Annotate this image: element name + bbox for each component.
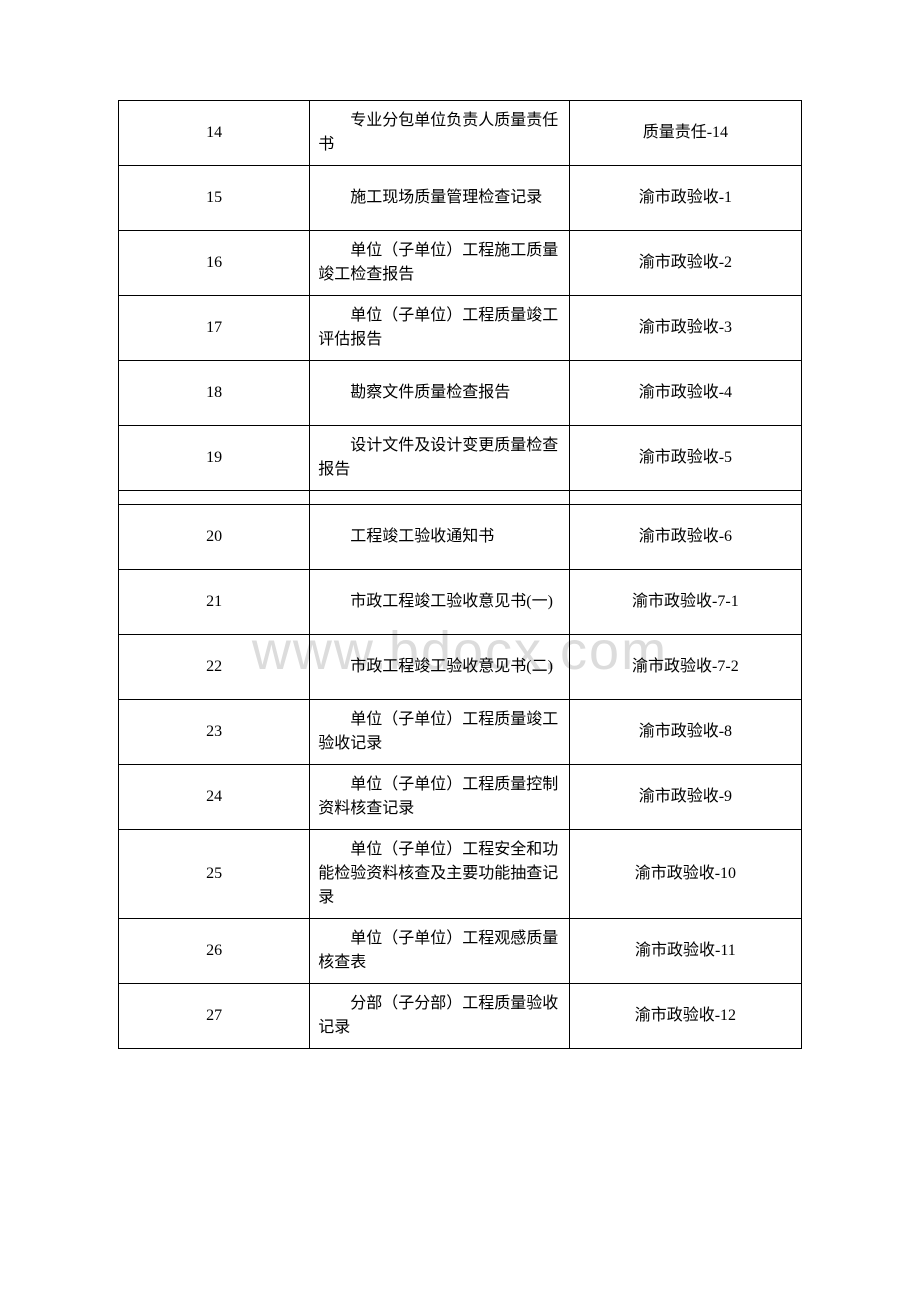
page-content: 14专业分包单位负责人质量责任书质量责任-1415施工现场质量管理检查记录渝市政… xyxy=(118,100,802,1049)
table-row: 23单位（子单位）工程质量竣工验收记录渝市政验收-8 xyxy=(119,700,802,765)
row-code: 渝市政验收-10 xyxy=(569,830,801,919)
table-row: 18勘察文件质量检查报告渝市政验收-4 xyxy=(119,361,802,426)
spacer-row xyxy=(119,491,802,505)
row-description: 单位（子单位）工程质量竣工评估报告 xyxy=(310,296,570,361)
spacer-cell xyxy=(310,491,570,505)
row-code: 渝市政验收-7-2 xyxy=(569,635,801,700)
row-description: 单位（子单位）工程安全和功能检验资料核查及主要功能抽查记录 xyxy=(310,830,570,919)
row-code: 质量责任-14 xyxy=(569,101,801,166)
spacer-cell xyxy=(569,491,801,505)
row-number: 22 xyxy=(119,635,310,700)
table-row: 14专业分包单位负责人质量责任书质量责任-14 xyxy=(119,101,802,166)
row-number: 14 xyxy=(119,101,310,166)
table-row: 21市政工程竣工验收意见书(一)渝市政验收-7-1 xyxy=(119,570,802,635)
table-row: 26单位（子单位）工程观感质量核查表渝市政验收-11 xyxy=(119,919,802,984)
row-description: 单位（子单位）工程质量竣工验收记录 xyxy=(310,700,570,765)
table-row: 16单位（子单位）工程施工质量竣工检查报告渝市政验收-2 xyxy=(119,231,802,296)
document-table: 14专业分包单位负责人质量责任书质量责任-1415施工现场质量管理检查记录渝市政… xyxy=(118,100,802,1049)
row-number: 24 xyxy=(119,765,310,830)
row-number: 20 xyxy=(119,505,310,570)
row-description: 单位（子单位）工程观感质量核查表 xyxy=(310,919,570,984)
row-number: 27 xyxy=(119,984,310,1049)
table-row: 27分部（子分部）工程质量验收记录渝市政验收-12 xyxy=(119,984,802,1049)
row-code: 渝市政验收-2 xyxy=(569,231,801,296)
table-row: 17单位（子单位）工程质量竣工评估报告渝市政验收-3 xyxy=(119,296,802,361)
row-code: 渝市政验收-8 xyxy=(569,700,801,765)
row-code: 渝市政验收-11 xyxy=(569,919,801,984)
row-number: 15 xyxy=(119,166,310,231)
table-row: 20工程竣工验收通知书渝市政验收-6 xyxy=(119,505,802,570)
row-description: 市政工程竣工验收意见书(二) xyxy=(310,635,570,700)
row-description: 市政工程竣工验收意见书(一) xyxy=(310,570,570,635)
row-number: 26 xyxy=(119,919,310,984)
row-number: 16 xyxy=(119,231,310,296)
row-code: 渝市政验收-4 xyxy=(569,361,801,426)
row-description: 设计文件及设计变更质量检查报告 xyxy=(310,426,570,491)
row-number: 17 xyxy=(119,296,310,361)
row-description: 工程竣工验收通知书 xyxy=(310,505,570,570)
row-number: 23 xyxy=(119,700,310,765)
row-code: 渝市政验收-6 xyxy=(569,505,801,570)
spacer-cell xyxy=(119,491,310,505)
row-code: 渝市政验收-9 xyxy=(569,765,801,830)
table-row: 25单位（子单位）工程安全和功能检验资料核查及主要功能抽查记录渝市政验收-10 xyxy=(119,830,802,919)
row-description: 专业分包单位负责人质量责任书 xyxy=(310,101,570,166)
row-description: 勘察文件质量检查报告 xyxy=(310,361,570,426)
row-description: 单位（子单位）工程施工质量竣工检查报告 xyxy=(310,231,570,296)
row-number: 19 xyxy=(119,426,310,491)
row-number: 25 xyxy=(119,830,310,919)
table-row: 22市政工程竣工验收意见书(二)渝市政验收-7-2 xyxy=(119,635,802,700)
row-description: 施工现场质量管理检查记录 xyxy=(310,166,570,231)
table-row: 15施工现场质量管理检查记录渝市政验收-1 xyxy=(119,166,802,231)
row-code: 渝市政验收-1 xyxy=(569,166,801,231)
row-number: 21 xyxy=(119,570,310,635)
row-number: 18 xyxy=(119,361,310,426)
row-description: 分部（子分部）工程质量验收记录 xyxy=(310,984,570,1049)
row-code: 渝市政验收-5 xyxy=(569,426,801,491)
table-row: 24单位（子单位）工程质量控制资料核查记录渝市政验收-9 xyxy=(119,765,802,830)
row-description: 单位（子单位）工程质量控制资料核查记录 xyxy=(310,765,570,830)
row-code: 渝市政验收-3 xyxy=(569,296,801,361)
row-code: 渝市政验收-12 xyxy=(569,984,801,1049)
row-code: 渝市政验收-7-1 xyxy=(569,570,801,635)
table-row: 19设计文件及设计变更质量检查报告渝市政验收-5 xyxy=(119,426,802,491)
